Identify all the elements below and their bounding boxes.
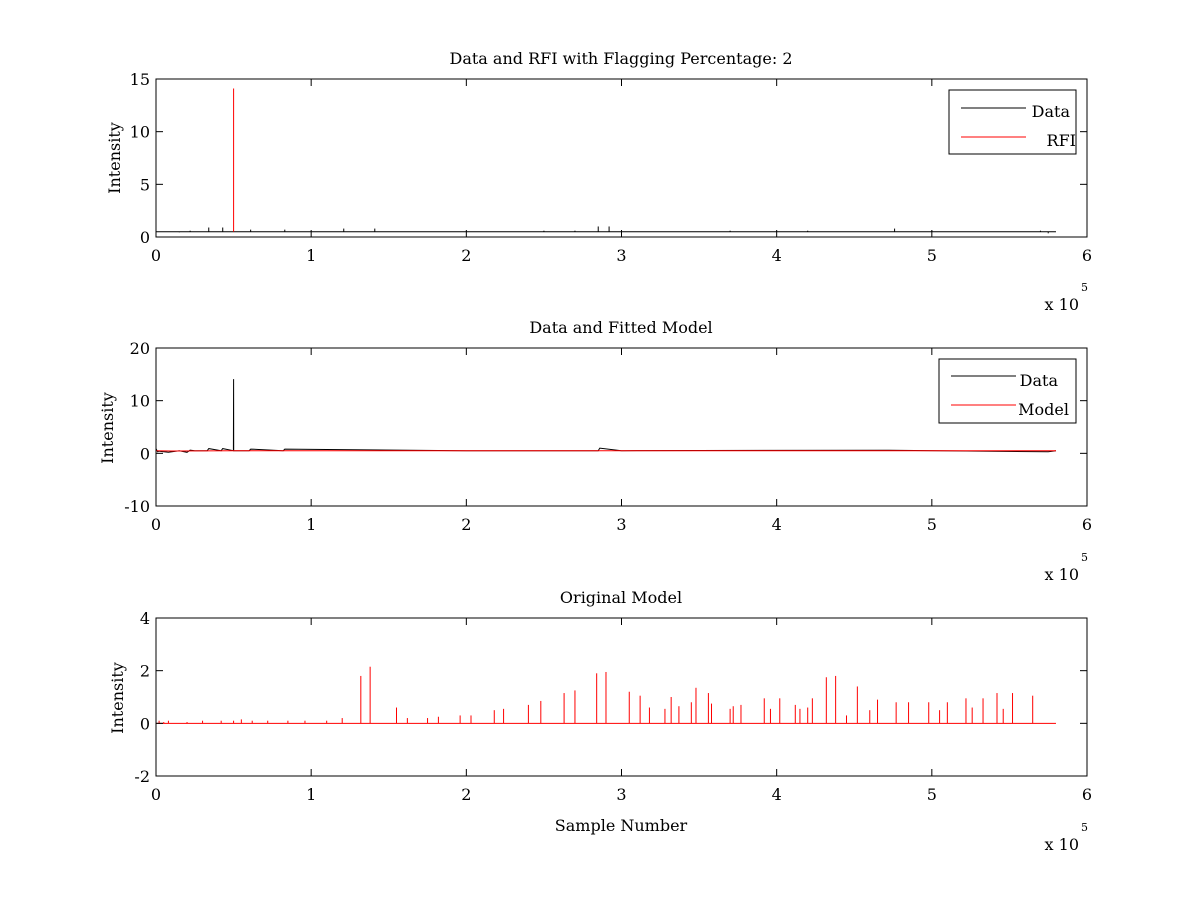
- panel-fitted-model-x-multiplier: x 10: [1045, 565, 1079, 584]
- y-tick-label: 0: [140, 714, 150, 733]
- x-tick-label: 2: [461, 785, 471, 804]
- y-tick-label: -10: [124, 497, 150, 516]
- legend-data-label: Data: [1020, 371, 1059, 390]
- x-tick-label: 6: [1082, 515, 1092, 534]
- panel-rfi-legend-box: [948, 89, 1077, 155]
- panel-rfi-y-axis-label: Intensity: [105, 122, 124, 194]
- x-tick-label: 2: [461, 515, 471, 534]
- x-tick-label: 1: [306, 785, 316, 804]
- panel-rfi-x-multiplier: x 10: [1045, 295, 1079, 314]
- y-tick-label: 2: [140, 662, 150, 681]
- x-tick-label: 4: [772, 515, 782, 534]
- x-tick-label: 3: [616, 515, 626, 534]
- x-tick-label: 6: [1082, 246, 1092, 265]
- x-tick-label: 2: [461, 246, 471, 265]
- y-tick-label: 10: [130, 123, 150, 142]
- y-tick-label: 4: [140, 609, 150, 628]
- y-tick-label: -2: [134, 767, 150, 786]
- panel-rfi-x-multiplier-exponent: 5: [1081, 281, 1088, 294]
- x-tick-label: 0: [151, 515, 161, 534]
- y-tick-label: 15: [130, 70, 150, 89]
- panel-rfi-legend: Data RFI: [948, 89, 1077, 155]
- x-tick-label: 5: [927, 785, 937, 804]
- x-tick-label: 1: [306, 515, 316, 534]
- legend-rfi-label: RFI: [1047, 131, 1076, 150]
- x-tick-label: 5: [927, 246, 937, 265]
- panel-original-model-marks: [156, 666, 1056, 724]
- panel-fitted-model-legend: Data Model: [938, 358, 1077, 424]
- y-tick-label: 10: [130, 392, 150, 411]
- y-tick-label: 5: [140, 175, 150, 194]
- x-tick-label: 0: [151, 785, 161, 804]
- y-tick-label: 0: [140, 444, 150, 463]
- x-tick-label: 3: [616, 246, 626, 265]
- panel-rfi: 0 1 2 3 4 5 6 0 5 10 15 Data and RFI with Flagging…: [105, 49, 1092, 314]
- x-tick-label: 4: [772, 246, 782, 265]
- x-tick-label: 0: [151, 246, 161, 265]
- y-tick-label: 0: [140, 228, 150, 247]
- legend-data-label: Data: [1032, 102, 1071, 121]
- panel-fitted-model-x-multiplier-exponent: 5: [1081, 551, 1088, 564]
- panel-fitted-model-title: Data and Fitted Model: [529, 318, 712, 337]
- x-tick-label: 6: [1082, 785, 1092, 804]
- panel-fitted-model-marks: [155, 379, 1057, 453]
- panel-original-model-x-multiplier: x 10: [1045, 835, 1079, 854]
- panel-original-model-title: Original Model: [560, 588, 682, 607]
- x-tick-label: 4: [772, 785, 782, 804]
- panel-rfi-marks: [155, 88, 1056, 234]
- panel-original-model-y-axis-label: Intensity: [108, 662, 127, 734]
- panel-original-model-x-axis-label: Sample Number: [555, 816, 688, 835]
- y-tick-label: 20: [130, 339, 150, 358]
- panel-fitted-model-legend-box: [938, 358, 1077, 424]
- legend-model-label: Model: [1018, 400, 1069, 419]
- x-tick-label: 5: [927, 515, 937, 534]
- panel-rfi-title: Data and RFI with Flagging Percentage: 2: [449, 49, 792, 68]
- x-tick-label: 3: [616, 785, 626, 804]
- panel-original-model-x-multiplier-exponent: 5: [1081, 821, 1088, 834]
- x-tick-label: 1: [306, 246, 316, 265]
- panel-fitted-model-y-axis-label: Intensity: [98, 392, 117, 464]
- panel-rfi-ticks: 0 1 2 3 4 5 6 0 5 10 15: [130, 70, 1092, 265]
